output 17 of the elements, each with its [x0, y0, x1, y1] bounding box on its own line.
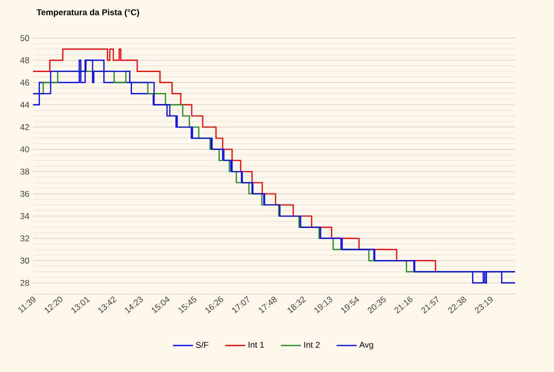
- legend-label: S/F: [196, 342, 208, 348]
- y-tick-label: 40: [20, 146, 30, 152]
- y-tick-label: 38: [20, 168, 30, 175]
- y-tick-label: 48: [20, 57, 30, 64]
- y-tick-label: 50: [20, 35, 30, 41]
- y-tick-label: 28: [20, 280, 30, 286]
- y-tick-label: 30: [20, 258, 30, 264]
- y-tick-label: 46: [20, 80, 30, 86]
- y-tick-label: 34: [20, 213, 30, 220]
- legend-label: Int 1: [248, 342, 264, 348]
- legend-label: Int 2: [304, 342, 320, 348]
- y-tick-label: 44: [20, 102, 30, 108]
- y-tick-label: 42: [20, 124, 30, 130]
- y-tick-label: 32: [20, 235, 30, 242]
- y-tick-label: 36: [20, 190, 30, 197]
- chart-title: Temperatura da Pista (°C): [36, 9, 140, 17]
- legend-label: Avg: [359, 342, 374, 350]
